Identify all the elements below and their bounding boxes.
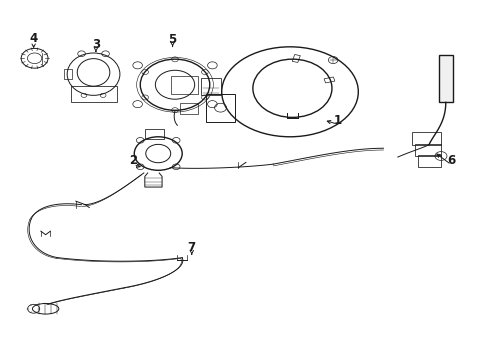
Text: 1: 1 — [333, 113, 341, 126]
Text: 2: 2 — [129, 154, 137, 167]
Text: 3: 3 — [92, 38, 100, 51]
Bar — [206, 94, 234, 122]
Bar — [414, 144, 440, 156]
Bar — [411, 132, 440, 145]
Bar — [417, 155, 440, 167]
Bar — [171, 76, 197, 94]
Bar — [201, 78, 220, 95]
Bar — [324, 77, 334, 83]
Bar — [438, 55, 452, 102]
Text: 6: 6 — [447, 154, 455, 167]
Text: 5: 5 — [168, 33, 176, 46]
Text: 7: 7 — [187, 240, 196, 253]
Bar — [70, 86, 116, 102]
Bar — [292, 54, 300, 62]
Bar — [180, 103, 198, 114]
Bar — [64, 69, 72, 80]
Text: 4: 4 — [29, 32, 38, 45]
Bar — [144, 129, 163, 139]
